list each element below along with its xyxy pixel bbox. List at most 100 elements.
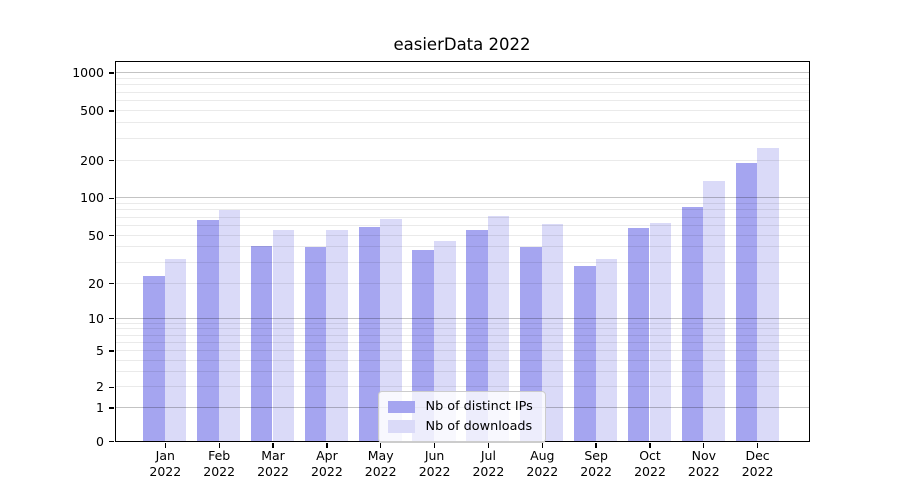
y-axis-label-0: 0 xyxy=(96,433,104,449)
y-axis-label-100: 100 xyxy=(80,190,104,206)
bar-distinct-ips-dec xyxy=(735,162,758,441)
y-axis-label-20: 20 xyxy=(88,275,104,291)
bar-distinct-ips-oct xyxy=(627,228,650,441)
x-axis-label-aug-2022: Aug 2022 xyxy=(526,448,559,479)
x-tick-mark xyxy=(326,443,328,448)
gridline-minor xyxy=(115,159,809,161)
x-axis-label-oct-2022: Oct 2022 xyxy=(634,448,666,479)
bar-downloads-jun xyxy=(434,240,456,441)
gridline-major xyxy=(115,72,809,74)
legend-label-downloads: Nb of downloads xyxy=(425,418,533,434)
plot-area xyxy=(114,60,810,442)
gridline-minor xyxy=(115,203,809,204)
x-tick-mark xyxy=(380,443,382,448)
x-tick-mark xyxy=(541,443,543,448)
x-tick-mark xyxy=(272,443,274,448)
bar-downloads-may xyxy=(380,218,402,441)
x-tick-mark xyxy=(433,443,436,448)
y-axis-label-5: 5 xyxy=(96,343,104,358)
bar-distinct-ips-may xyxy=(358,227,381,441)
legend-item-distinct-ips: Nb of distinct IPs xyxy=(387,397,538,417)
gridline-minor xyxy=(115,234,809,236)
y-tick-mark xyxy=(108,386,114,388)
y-tick-mark xyxy=(108,72,114,74)
gridline-minor xyxy=(115,209,809,211)
bar-downloads-jan xyxy=(164,258,187,441)
y-tick-mark xyxy=(108,317,114,320)
gridline-minor xyxy=(115,109,809,111)
gridline-minor xyxy=(115,84,809,86)
chart-title: easierData 2022 xyxy=(393,35,531,54)
gridline-minor xyxy=(115,246,809,248)
bar-distinct-ips-apr xyxy=(304,246,327,441)
x-axis-label-dec-2022: Dec 2022 xyxy=(741,448,774,479)
x-axis-label-jun-2022: Jun 2022 xyxy=(418,448,451,479)
gridline-minor xyxy=(115,137,809,139)
gridline-minor xyxy=(115,334,809,336)
x-axis-label-mar-2022: Mar 2022 xyxy=(257,448,289,479)
bar-downloads-sep xyxy=(595,258,618,441)
y-axis-label-2: 2 xyxy=(96,379,104,395)
x-tick-mark xyxy=(649,443,651,448)
bar-distinct-ips-feb xyxy=(197,220,219,441)
x-tick-mark xyxy=(218,443,220,448)
bar-distinct-ips-sep xyxy=(574,265,596,441)
bar-downloads-jul xyxy=(487,215,510,441)
gridline-minor xyxy=(115,282,809,284)
gridline-minor xyxy=(115,224,809,226)
x-tick-mark xyxy=(595,443,597,448)
gridline-minor xyxy=(115,341,809,343)
y-axis-label-1: 1 xyxy=(96,400,104,415)
x-axis-label-apr-2022: Apr 2022 xyxy=(310,448,343,479)
legend-swatch-distinct-ips xyxy=(387,400,415,413)
gridline-minor xyxy=(115,99,809,101)
x-tick-mark xyxy=(164,443,166,448)
y-tick-mark xyxy=(108,197,114,199)
gridline-minor xyxy=(115,350,809,351)
bar-distinct-ips-nov xyxy=(681,206,704,441)
y-axis-label-10: 10 xyxy=(88,310,104,326)
x-axis-label-nov-2022: Nov 2022 xyxy=(687,448,720,479)
gridline-major xyxy=(115,317,809,319)
x-tick-mark xyxy=(487,443,490,448)
y-tick-mark xyxy=(108,407,114,409)
gridline-minor xyxy=(115,328,809,330)
bars-layer xyxy=(116,62,809,441)
y-tick-mark xyxy=(108,234,114,237)
bar-downloads-feb xyxy=(218,209,241,441)
y-tick-mark xyxy=(108,160,114,162)
y-tick-mark xyxy=(108,283,114,285)
gridline-major xyxy=(115,197,809,199)
bar-downloads-nov xyxy=(703,181,725,441)
gridline-minor xyxy=(115,216,809,218)
x-tick-mark xyxy=(756,443,759,448)
y-tick-mark xyxy=(108,110,114,112)
legend-item-downloads: Nb of downloads xyxy=(387,417,538,437)
x-tick-mark xyxy=(703,443,705,448)
gridline-minor xyxy=(115,386,809,388)
legend-swatch-downloads xyxy=(387,420,415,433)
bar-distinct-ips-jan xyxy=(143,276,165,441)
gridline-minor xyxy=(115,77,809,79)
y-tick-mark xyxy=(108,440,114,443)
gridline-minor xyxy=(115,322,809,324)
x-axis-label-sep-2022: Sep 2022 xyxy=(580,448,612,479)
grid-layer xyxy=(115,62,809,442)
y-axis-label-200: 200 xyxy=(80,152,104,168)
x-axis-label-jul-2022: Jul 2022 xyxy=(472,448,505,479)
x-axis-label-jan-2022: Jan 2022 xyxy=(149,448,182,479)
bar-distinct-ips-mar xyxy=(250,245,273,441)
gridline-minor xyxy=(115,122,809,123)
legend-label-distinct-ips: Nb of distinct IPs xyxy=(425,399,533,415)
bar-downloads-dec xyxy=(757,148,779,441)
y-axis-label-1000: 1000 xyxy=(72,65,104,81)
x-axis-label-feb-2022: Feb 2022 xyxy=(203,448,236,479)
y-tick-mark xyxy=(108,350,114,352)
gridline-minor xyxy=(115,371,809,373)
x-axis-label-may-2022: May 2022 xyxy=(364,448,397,479)
y-axis-label-500: 500 xyxy=(80,102,104,118)
gridline-minor xyxy=(115,359,809,361)
legend: Nb of distinct IPs Nb of downloads xyxy=(377,391,546,443)
gridline-minor xyxy=(115,261,809,263)
